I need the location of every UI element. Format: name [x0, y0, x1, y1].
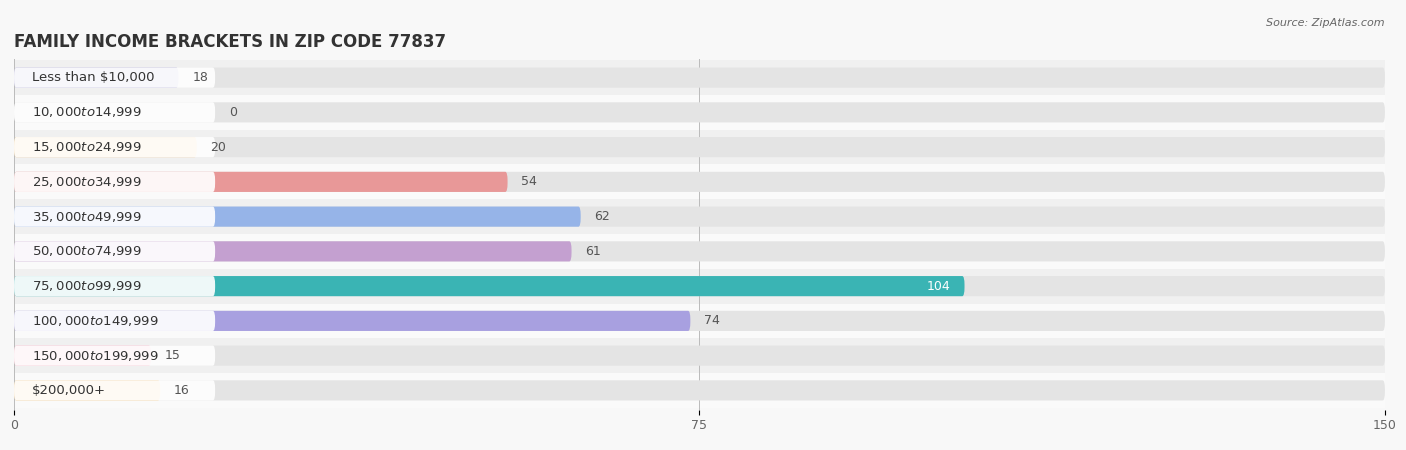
Text: $75,000 to $99,999: $75,000 to $99,999 — [32, 279, 142, 293]
Text: 16: 16 — [174, 384, 190, 397]
FancyBboxPatch shape — [14, 137, 197, 157]
FancyBboxPatch shape — [14, 311, 1385, 331]
FancyBboxPatch shape — [14, 68, 215, 88]
Text: 18: 18 — [193, 71, 208, 84]
FancyBboxPatch shape — [14, 102, 1385, 122]
Text: 61: 61 — [585, 245, 600, 258]
FancyBboxPatch shape — [14, 380, 215, 400]
Text: $150,000 to $199,999: $150,000 to $199,999 — [32, 349, 159, 363]
Bar — [14, 373, 1385, 408]
FancyBboxPatch shape — [14, 207, 1385, 227]
FancyBboxPatch shape — [14, 172, 508, 192]
Text: 62: 62 — [595, 210, 610, 223]
FancyBboxPatch shape — [14, 311, 215, 331]
FancyBboxPatch shape — [14, 380, 1385, 400]
Text: $10,000 to $14,999: $10,000 to $14,999 — [32, 105, 142, 119]
FancyBboxPatch shape — [14, 346, 215, 366]
Text: Source: ZipAtlas.com: Source: ZipAtlas.com — [1267, 18, 1385, 28]
FancyBboxPatch shape — [14, 276, 1385, 296]
Bar — [14, 269, 1385, 303]
FancyBboxPatch shape — [14, 207, 215, 227]
FancyBboxPatch shape — [14, 137, 1385, 157]
Text: FAMILY INCOME BRACKETS IN ZIP CODE 77837: FAMILY INCOME BRACKETS IN ZIP CODE 77837 — [14, 33, 446, 51]
FancyBboxPatch shape — [14, 172, 1385, 192]
FancyBboxPatch shape — [14, 102, 215, 122]
FancyBboxPatch shape — [14, 346, 152, 366]
Text: $200,000+: $200,000+ — [32, 384, 107, 397]
Text: 54: 54 — [522, 176, 537, 189]
Text: $15,000 to $24,999: $15,000 to $24,999 — [32, 140, 142, 154]
Text: Less than $10,000: Less than $10,000 — [32, 71, 155, 84]
Text: $100,000 to $149,999: $100,000 to $149,999 — [32, 314, 159, 328]
FancyBboxPatch shape — [14, 241, 571, 261]
FancyBboxPatch shape — [14, 207, 581, 227]
Bar — [14, 199, 1385, 234]
Bar — [14, 60, 1385, 95]
FancyBboxPatch shape — [14, 346, 1385, 366]
FancyBboxPatch shape — [14, 68, 179, 88]
Text: $50,000 to $74,999: $50,000 to $74,999 — [32, 244, 142, 258]
Text: 20: 20 — [211, 140, 226, 153]
FancyBboxPatch shape — [14, 241, 215, 261]
FancyBboxPatch shape — [14, 380, 160, 400]
Text: 74: 74 — [704, 315, 720, 328]
FancyBboxPatch shape — [14, 68, 1385, 88]
Text: 0: 0 — [229, 106, 236, 119]
FancyBboxPatch shape — [14, 137, 215, 157]
FancyBboxPatch shape — [14, 241, 1385, 261]
Text: $35,000 to $49,999: $35,000 to $49,999 — [32, 210, 142, 224]
FancyBboxPatch shape — [14, 172, 215, 192]
Text: $25,000 to $34,999: $25,000 to $34,999 — [32, 175, 142, 189]
Text: 104: 104 — [927, 279, 950, 292]
Text: 15: 15 — [165, 349, 181, 362]
Bar — [14, 303, 1385, 338]
Bar — [14, 165, 1385, 199]
Bar — [14, 338, 1385, 373]
FancyBboxPatch shape — [14, 276, 965, 296]
Bar — [14, 95, 1385, 130]
FancyBboxPatch shape — [14, 311, 690, 331]
Bar — [14, 130, 1385, 165]
Bar — [14, 234, 1385, 269]
FancyBboxPatch shape — [14, 276, 215, 296]
